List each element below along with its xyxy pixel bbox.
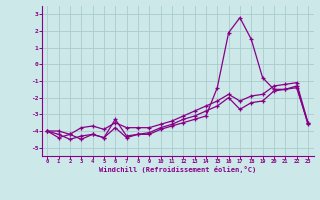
X-axis label: Windchill (Refroidissement éolien,°C): Windchill (Refroidissement éolien,°C) xyxy=(99,166,256,173)
